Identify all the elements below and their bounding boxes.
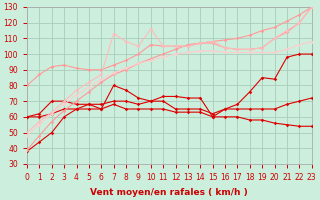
- X-axis label: Vent moyen/en rafales ( km/h ): Vent moyen/en rafales ( km/h ): [91, 188, 248, 197]
